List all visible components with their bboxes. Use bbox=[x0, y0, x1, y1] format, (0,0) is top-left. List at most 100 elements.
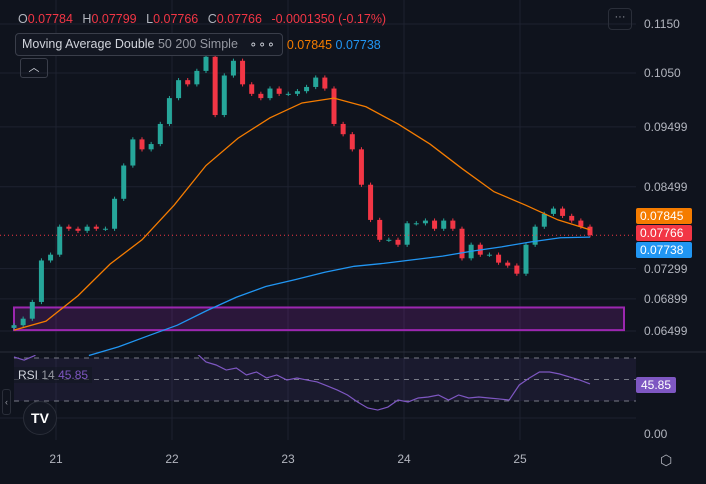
candle bbox=[386, 239, 392, 241]
rsi-length: 14 bbox=[41, 368, 55, 382]
candle bbox=[48, 254, 54, 261]
open-value: 0.07784 bbox=[27, 12, 73, 26]
candle bbox=[57, 226, 63, 255]
candle bbox=[130, 139, 136, 166]
ma200-value: 0.07738 bbox=[335, 37, 381, 52]
indicator-params: 50 200 Simple bbox=[157, 37, 238, 51]
candle bbox=[587, 226, 593, 236]
price-tick-label: 0.06899 bbox=[644, 291, 688, 306]
candle bbox=[221, 75, 227, 116]
time-tick-label: 25 bbox=[513, 452, 527, 466]
candle bbox=[11, 325, 17, 328]
candle bbox=[276, 88, 282, 94]
candle bbox=[450, 220, 456, 229]
candle bbox=[29, 301, 35, 319]
price-tick-label: 0.1050 bbox=[644, 65, 681, 80]
candle bbox=[20, 318, 26, 326]
candle bbox=[112, 198, 118, 229]
more-dots-icon[interactable]: ∘∘∘ bbox=[249, 37, 276, 51]
ma50-value: 0.07845 bbox=[286, 37, 333, 52]
candle bbox=[578, 220, 584, 227]
open-label: O bbox=[18, 12, 28, 26]
candle bbox=[313, 77, 319, 87]
candle bbox=[258, 93, 264, 99]
collapse-legend-button[interactable]: ︿ bbox=[20, 58, 48, 78]
candle bbox=[267, 88, 273, 99]
ma50-line bbox=[13, 97, 591, 331]
candle bbox=[331, 88, 337, 124]
candle bbox=[322, 77, 328, 89]
time-tick-label: 23 bbox=[281, 452, 295, 466]
candle bbox=[285, 93, 291, 95]
candle bbox=[102, 228, 108, 230]
candle bbox=[212, 56, 218, 116]
candle bbox=[176, 80, 182, 99]
candle bbox=[349, 134, 355, 150]
candle bbox=[496, 254, 502, 263]
time-tick-label: 24 bbox=[397, 452, 411, 466]
candle bbox=[441, 220, 447, 229]
price-tick-label: 0.07299 bbox=[644, 261, 688, 276]
candle bbox=[368, 184, 374, 220]
rsi-name: RSI bbox=[18, 368, 39, 382]
candle bbox=[294, 91, 300, 94]
candle bbox=[75, 228, 81, 231]
indicator-legend-row: Moving Average Double 50 200 Simple ∘∘∘ … bbox=[15, 33, 381, 56]
indicator-name: Moving Average Double bbox=[22, 37, 155, 51]
ma200-line bbox=[88, 236, 591, 357]
rsi-value-tag: 45.85 bbox=[636, 377, 677, 393]
more-options-button[interactable]: ··· bbox=[608, 8, 632, 30]
chevron-left-icon: ‹ bbox=[5, 397, 8, 407]
candle bbox=[358, 149, 364, 185]
candle bbox=[541, 213, 547, 227]
candle bbox=[240, 60, 246, 85]
close-label: C bbox=[207, 12, 217, 26]
low-value: 0.07766 bbox=[153, 12, 199, 26]
rsi-legend[interactable]: RSI 14 45.85 bbox=[14, 367, 93, 383]
candle bbox=[166, 98, 172, 124]
candle bbox=[157, 123, 163, 145]
time-tick-label: 21 bbox=[49, 452, 63, 466]
candle bbox=[422, 220, 428, 224]
candle bbox=[459, 228, 465, 259]
left-toolbar-toggle[interactable]: ‹ bbox=[2, 389, 11, 415]
candle bbox=[569, 215, 575, 221]
candle bbox=[139, 139, 145, 150]
candle bbox=[413, 223, 419, 225]
candle bbox=[121, 165, 127, 199]
ma-values: 0.07845 0.07738 bbox=[287, 38, 381, 52]
candle bbox=[404, 223, 410, 245]
ma50-price-tag: 0.07845 bbox=[636, 208, 692, 224]
indicator-legend[interactable]: Moving Average Double 50 200 Simple ∘∘∘ bbox=[15, 33, 283, 56]
candle bbox=[340, 123, 346, 135]
candle bbox=[514, 265, 520, 274]
ohlc-legend: O0.07784 H0.07799 L0.07766 C0.07766 -0.0… bbox=[18, 12, 392, 26]
candle bbox=[93, 226, 99, 229]
zone-rectangle bbox=[13, 306, 625, 332]
close-value: 0.07766 bbox=[216, 12, 262, 26]
candle bbox=[66, 226, 72, 229]
candle bbox=[560, 208, 566, 216]
high-value: 0.07799 bbox=[91, 12, 137, 26]
candle bbox=[486, 254, 492, 256]
rsi-value: 45.85 bbox=[58, 368, 89, 382]
candle bbox=[38, 260, 44, 302]
price-tick-label: 0.08499 bbox=[644, 179, 688, 194]
ma200-price-tag: 0.07738 bbox=[636, 242, 692, 258]
candle bbox=[505, 262, 511, 266]
candle bbox=[230, 60, 236, 76]
candle bbox=[148, 144, 154, 150]
price-tick-label: 0.1150 bbox=[644, 17, 680, 31]
candle bbox=[304, 86, 310, 92]
settings-gear-icon[interactable]: ⬡ bbox=[660, 452, 673, 468]
candle bbox=[432, 220, 438, 229]
candle bbox=[84, 226, 90, 231]
more-dots-icon: ··· bbox=[614, 11, 626, 23]
candle bbox=[203, 56, 209, 71]
high-label: H bbox=[82, 12, 92, 26]
tradingview-logo[interactable]: TV bbox=[23, 401, 57, 435]
chevron-up-icon: ︿ bbox=[28, 62, 40, 74]
time-tick-label: 22 bbox=[165, 452, 179, 466]
